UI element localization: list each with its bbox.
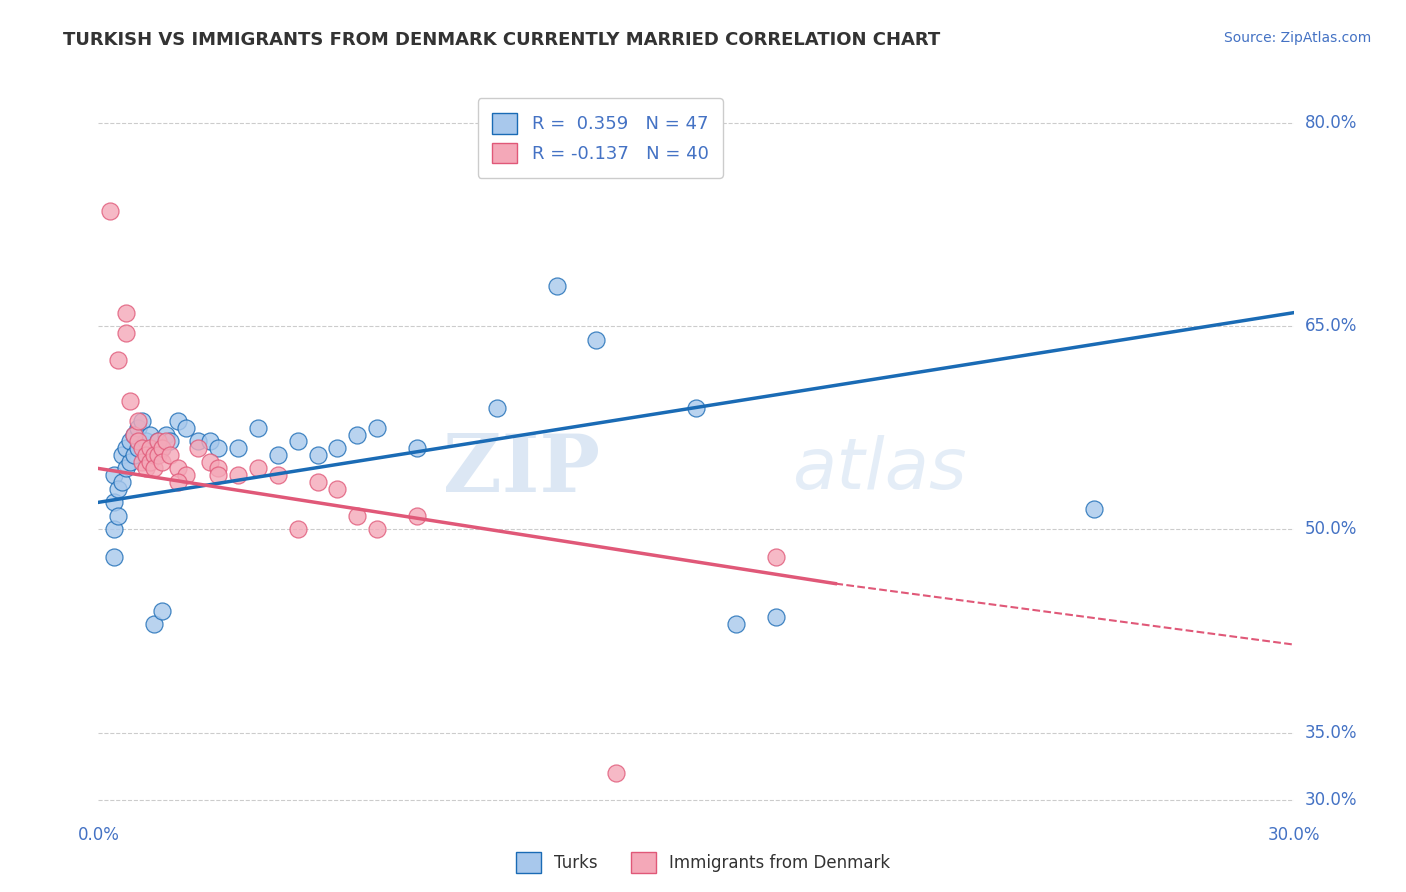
Point (150, 441, 173, 455)
Point (226, 441, 249, 455)
Legend: Turks, Immigrants from Denmark: Turks, Immigrants from Denmark (509, 846, 897, 880)
Point (246, 421, 269, 435)
Point (127, 421, 149, 435)
Point (267, 448, 290, 462)
Point (326, 482, 349, 496)
Point (724, 617, 747, 632)
Point (159, 434, 181, 449)
Point (207, 441, 229, 455)
Point (148, 448, 170, 462)
Point (115, 461, 138, 475)
Point (143, 448, 166, 462)
Point (765, 610, 787, 624)
Point (120, 455, 142, 469)
Point (127, 434, 149, 449)
Point (103, 468, 125, 483)
Point (167, 414, 190, 428)
Point (159, 448, 181, 462)
Point (143, 448, 166, 462)
Point (406, 508, 429, 523)
Point (150, 455, 173, 469)
Text: 65.0%: 65.0% (1305, 318, 1357, 335)
Point (135, 434, 157, 449)
Text: 50.0%: 50.0% (1305, 520, 1357, 539)
Point (103, 549, 125, 564)
Point (207, 468, 229, 483)
Point (605, 766, 627, 780)
Point (366, 421, 388, 435)
Text: 35.0%: 35.0% (1305, 723, 1357, 741)
Point (131, 414, 153, 428)
Point (124, 448, 146, 462)
Point (585, 333, 607, 347)
Point (207, 461, 229, 475)
Point (115, 326, 138, 340)
Point (148, 434, 170, 449)
Point (406, 441, 429, 455)
Point (127, 441, 149, 455)
Point (307, 448, 329, 462)
Point (127, 414, 149, 428)
Point (685, 401, 707, 415)
Point (765, 549, 787, 564)
Point (187, 434, 209, 449)
Point (135, 461, 157, 475)
Point (115, 441, 138, 455)
Text: TURKISH VS IMMIGRANTS FROM DENMARK CURRENTLY MARRIED CORRELATION CHART: TURKISH VS IMMIGRANTS FROM DENMARK CURRE… (63, 31, 941, 49)
Point (198, 455, 221, 469)
Point (107, 482, 129, 496)
Point (111, 448, 134, 462)
Point (124, 427, 146, 442)
Point (115, 306, 138, 320)
Point (287, 434, 309, 449)
Point (124, 427, 146, 442)
Point (346, 427, 368, 442)
Point (111, 475, 134, 489)
Point (131, 441, 153, 455)
Text: ZIP: ZIP (443, 431, 600, 508)
Point (167, 475, 190, 489)
Point (135, 448, 157, 462)
Point (120, 393, 142, 408)
Point (198, 434, 221, 449)
Point (546, 278, 568, 293)
Point (155, 434, 177, 449)
Text: 80.0%: 80.0% (1305, 114, 1357, 132)
Point (1083, 502, 1105, 516)
Point (139, 427, 162, 442)
Point (174, 421, 197, 435)
Point (246, 461, 269, 475)
Point (346, 508, 368, 523)
Point (326, 441, 349, 455)
Point (366, 523, 388, 537)
Point (139, 455, 162, 469)
Point (167, 461, 190, 475)
Legend: R =  0.359   N = 47, R = -0.137   N = 40: R = 0.359 N = 47, R = -0.137 N = 40 (478, 98, 723, 178)
Point (485, 401, 508, 415)
Point (103, 523, 125, 537)
Point (226, 468, 249, 483)
Point (150, 441, 173, 455)
Point (143, 617, 166, 632)
Point (267, 468, 290, 483)
Point (107, 353, 129, 368)
Point (103, 495, 125, 509)
Point (120, 434, 142, 449)
Point (150, 604, 173, 618)
Point (131, 455, 153, 469)
Point (139, 441, 162, 455)
Text: atlas: atlas (792, 435, 966, 504)
Point (98, 204, 122, 219)
Point (155, 427, 177, 442)
Point (187, 441, 209, 455)
Point (307, 475, 329, 489)
Point (107, 508, 129, 523)
Point (143, 461, 166, 475)
Text: 30.0%: 30.0% (1305, 791, 1357, 809)
Text: Source: ZipAtlas.com: Source: ZipAtlas.com (1223, 31, 1371, 45)
Point (174, 468, 197, 483)
Point (148, 434, 170, 449)
Point (287, 523, 309, 537)
